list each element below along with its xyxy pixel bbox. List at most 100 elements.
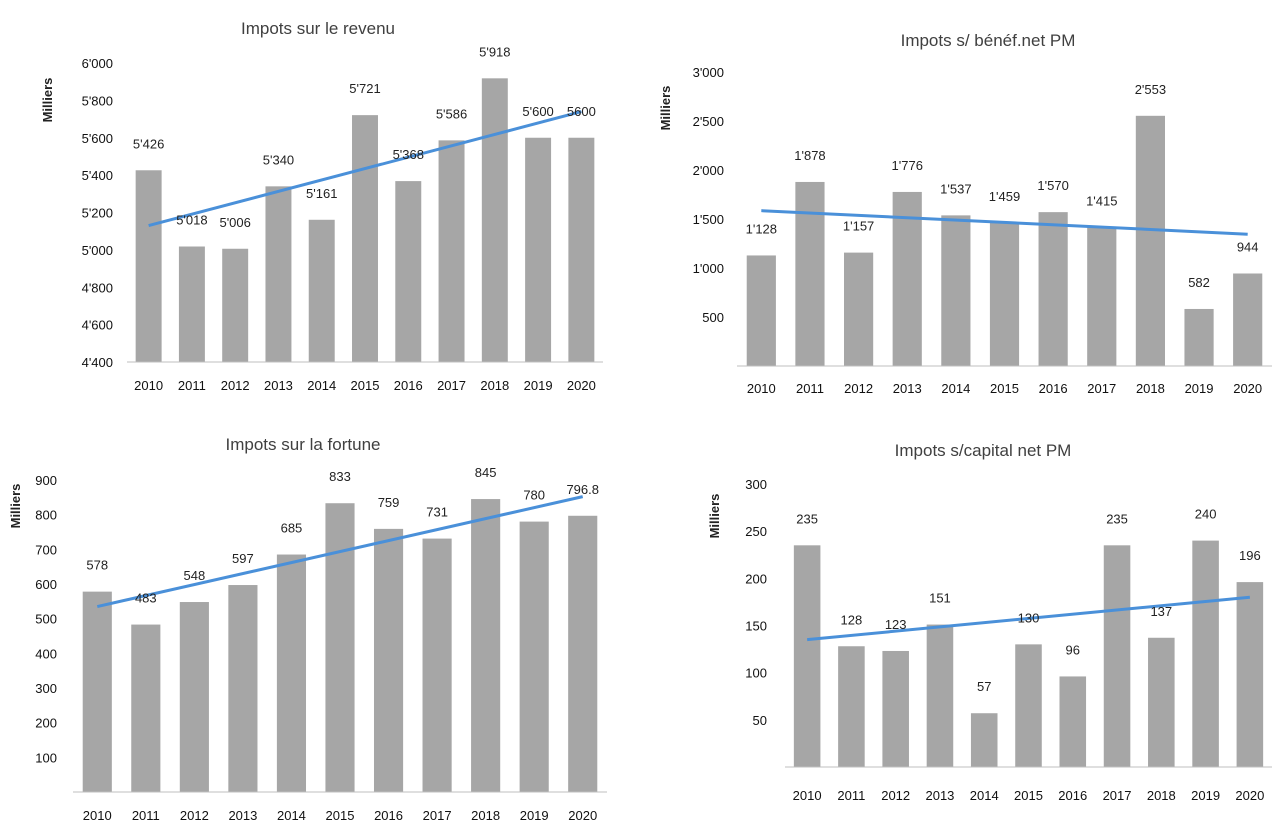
x-tick-label: 2020 xyxy=(568,808,597,823)
data-label: 731 xyxy=(426,505,448,520)
x-tick-label: 2011 xyxy=(837,788,865,803)
data-label: 685 xyxy=(281,521,303,536)
x-tick-label: 2014 xyxy=(970,788,999,803)
bar-2019 xyxy=(519,521,549,792)
bar-2013 xyxy=(228,585,258,792)
bar-2015 xyxy=(1015,644,1042,767)
x-tick-label: 2011 xyxy=(132,808,160,823)
x-tick-label: 2015 xyxy=(1014,788,1043,803)
x-tick-label: 2019 xyxy=(1185,381,1214,396)
data-label: 5'018 xyxy=(176,213,207,228)
y-tick-label: 2'500 xyxy=(693,114,724,129)
bar-2017 xyxy=(438,140,465,362)
trendline xyxy=(148,110,582,228)
bar-2018 xyxy=(1135,115,1165,366)
bar-2016 xyxy=(395,181,422,362)
y-axis-label: Milliers xyxy=(658,86,673,131)
chart-title: Impots sur la fortune xyxy=(226,435,381,454)
bar-2018 xyxy=(481,78,508,362)
bar-2012 xyxy=(179,602,209,792)
x-tick-label: 2016 xyxy=(374,808,403,823)
data-label: 130 xyxy=(1018,610,1040,625)
data-label: 483 xyxy=(135,591,157,606)
y-axis-label: Milliers xyxy=(707,494,722,539)
bar-2015 xyxy=(325,503,355,792)
x-tick-label: 2013 xyxy=(264,378,293,393)
data-label: 759 xyxy=(378,495,400,510)
x-tick-label: 2017 xyxy=(1103,788,1132,803)
bar-2016 xyxy=(373,528,404,792)
data-label: 845 xyxy=(475,465,497,480)
data-label: 1'128 xyxy=(746,221,777,236)
chart-panel-benef: Impots s/ bénéf.net PM Milliers 500 1'000 1'… xyxy=(636,0,1272,414)
y-tick-label: 200 xyxy=(35,716,57,731)
x-tick-label: 2017 xyxy=(1087,381,1116,396)
trendline xyxy=(806,595,1251,642)
y-tick-label: 500 xyxy=(35,612,57,627)
data-label: 796.8 xyxy=(566,482,599,497)
bar-2013 xyxy=(265,186,292,362)
bar-2014 xyxy=(276,554,307,792)
y-tick-label: 150 xyxy=(745,619,767,634)
y-tick-label: 300 xyxy=(35,681,57,696)
chart-title: Impots s/capital net PM xyxy=(895,441,1072,460)
data-label: 1'878 xyxy=(794,148,825,163)
chart-title: Impots sur le revenu xyxy=(241,19,395,38)
bar-2013 xyxy=(892,191,922,366)
bar-2020 xyxy=(568,515,598,792)
trendline xyxy=(761,209,1248,236)
bar-2011 xyxy=(838,646,865,767)
data-label: 833 xyxy=(329,469,351,484)
y-tick-label: 700 xyxy=(35,542,57,557)
x-tick-label: 2015 xyxy=(326,808,355,823)
x-tick-label: 2012 xyxy=(221,378,250,393)
bar-2014 xyxy=(308,219,335,362)
bar-2017 xyxy=(1087,227,1117,366)
data-label: 123 xyxy=(885,617,907,632)
bar-2019 xyxy=(1192,540,1219,767)
data-label: 1'459 xyxy=(989,189,1020,204)
data-label: 5'368 xyxy=(393,147,424,162)
x-tick-label: 2010 xyxy=(83,808,112,823)
data-label: 5600 xyxy=(567,104,596,119)
y-tick-label: 3'000 xyxy=(693,65,724,80)
chart-capital: Impots s/capital net PM Milliers 50 100 150 2… xyxy=(707,441,1272,803)
x-tick-label: 2017 xyxy=(423,808,452,823)
x-tick-label: 2013 xyxy=(228,808,257,823)
y-tick-label: 600 xyxy=(35,577,57,592)
bar-2019 xyxy=(525,137,552,362)
x-tick-label: 2014 xyxy=(277,808,306,823)
y-tick-label: 1'500 xyxy=(693,212,724,227)
bar-2010 xyxy=(82,591,112,792)
bar-2019 xyxy=(1184,308,1214,366)
bar-2017 xyxy=(422,538,452,792)
y-tick-label: 5'400 xyxy=(82,168,113,183)
data-label: 1'415 xyxy=(1086,193,1117,208)
bar-2015 xyxy=(352,115,378,362)
chart-fortune: Impots sur la fortune Milliers 100 200 300 40… xyxy=(8,435,607,823)
x-tick-label: 2014 xyxy=(307,378,336,393)
bar-2014 xyxy=(970,713,998,767)
x-tick-label: 2011 xyxy=(796,381,824,396)
y-axis-label: Milliers xyxy=(8,484,23,529)
data-label: 137 xyxy=(1150,604,1172,619)
bar-2017 xyxy=(1103,545,1131,767)
data-label: 582 xyxy=(1188,275,1210,290)
y-tick-label: 900 xyxy=(35,473,57,488)
y-tick-label: 200 xyxy=(745,571,767,586)
data-label: 5'721 xyxy=(349,81,380,96)
data-label: 2'553 xyxy=(1135,82,1166,97)
data-label: 548 xyxy=(184,568,206,583)
data-label: 780 xyxy=(523,488,545,503)
x-tick-label: 2011 xyxy=(178,378,206,393)
data-label: 5'586 xyxy=(436,106,467,121)
x-tick-label: 2010 xyxy=(793,788,822,803)
data-label: 1'537 xyxy=(940,181,971,196)
y-tick-label: 5'200 xyxy=(82,206,113,221)
chart-panel-revenu: Impots sur le revenu Milliers 4'400 4'600 4'… xyxy=(0,0,636,414)
y-tick-label: 2'000 xyxy=(693,163,724,178)
bar-2016 xyxy=(1059,676,1087,767)
bar-2014 xyxy=(941,215,971,366)
y-tick-label: 4'600 xyxy=(82,318,113,333)
y-tick-label: 5'000 xyxy=(82,243,113,258)
